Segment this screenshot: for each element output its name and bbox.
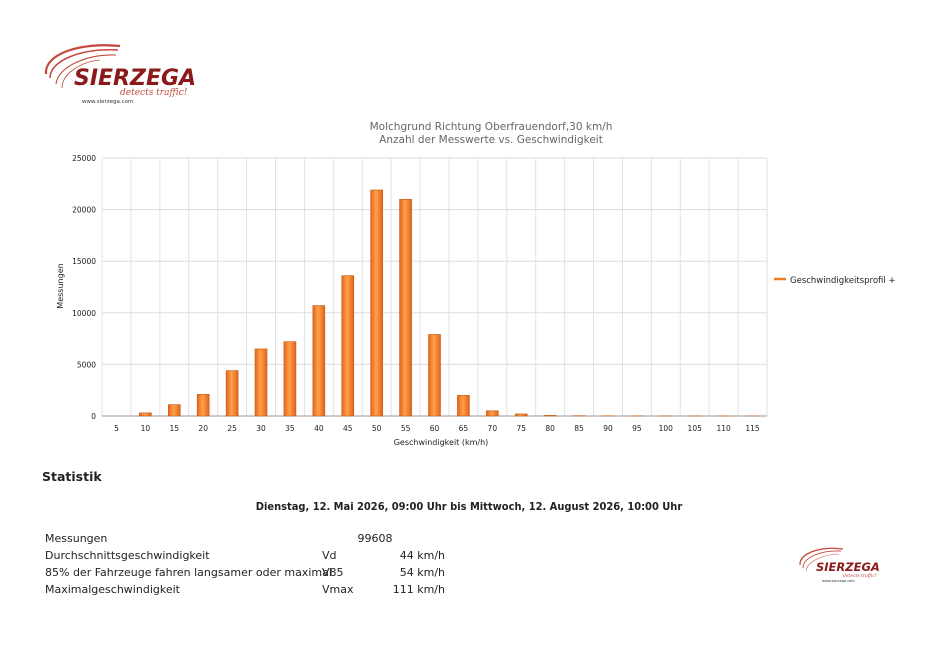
x-tick-label: 70 — [488, 424, 498, 433]
bar — [486, 410, 499, 417]
x-tick-label: 15 — [170, 424, 180, 433]
stat-value: 111 km/h — [392, 583, 445, 596]
y-tick-label: 10000 — [72, 309, 96, 318]
x-tick-label: 105 — [688, 424, 703, 433]
stat-row-vd: Durchschnittsgeschwindigkeit Vd 44 km/h — [45, 549, 445, 566]
stat-row-v85: 85% der Fahrzeuge fahren langsamer oder … — [45, 566, 445, 583]
x-tick-label: 25 — [227, 424, 237, 433]
x-tick-label: 55 — [401, 424, 411, 433]
chart-subtitle: Anzahl der Messwerte vs. Geschwindigkeit — [379, 134, 603, 146]
x-tick-label: 45 — [343, 424, 353, 433]
x-tick-label: 95 — [632, 424, 642, 433]
x-tick-label: 80 — [545, 424, 555, 433]
logo-url: www.sierzega.com — [82, 99, 133, 105]
stat-value: 99608 — [357, 532, 393, 545]
chart-title: Molchgrund Richtung Oberfrauendorf,30 km… — [370, 121, 613, 133]
stat-symbol: Vd — [322, 549, 337, 562]
stat-value: 54 km/h — [399, 566, 445, 579]
stat-label: Messungen — [45, 532, 108, 545]
stat-label: 85% der Fahrzeuge fahren langsamer oder … — [45, 566, 332, 579]
x-tick-label: 60 — [430, 424, 440, 433]
stat-value: 44 km/h — [399, 549, 445, 562]
stat-row-messungen: Messungen 99608 — [45, 532, 445, 549]
bar — [225, 370, 239, 417]
x-tick-label: 110 — [716, 424, 731, 433]
stat-symbol: Vmax — [322, 583, 354, 596]
bar — [514, 413, 528, 417]
y-tick-label: 20000 — [72, 206, 96, 215]
x-tick-label: 35 — [285, 424, 295, 433]
x-axis-label: Geschwindigkeit (km/h) — [394, 438, 489, 447]
logo-text: SIERZEGA — [816, 560, 880, 574]
bar — [254, 348, 268, 417]
logo-text: SIERZEGA — [74, 66, 196, 91]
bar — [341, 275, 355, 417]
x-tick-label: 30 — [256, 424, 266, 433]
legend[interactable]: Geschwindigkeitsprofil + — [774, 276, 896, 286]
x-tick-label: 100 — [659, 424, 674, 433]
y-tick-label: 0 — [91, 412, 96, 421]
bar — [428, 334, 441, 417]
x-tick-label: 65 — [459, 424, 469, 433]
x-tick-label: 115 — [745, 424, 760, 433]
stat-symbol: V85 — [322, 566, 344, 579]
y-tick-label: 15000 — [72, 257, 96, 266]
bar — [457, 395, 470, 417]
logo-tagline: detects traffic! — [843, 573, 877, 579]
x-tick-label: 40 — [314, 424, 324, 433]
sierzega-logo-small: SIERZEGA detects traffic! www.sierzega.c… — [799, 547, 880, 583]
bar — [196, 394, 210, 417]
bar — [543, 415, 557, 417]
stat-label: Durchschnittsgeschwindigkeit — [45, 549, 210, 562]
statistik-heading: Statistik — [42, 469, 102, 484]
x-tick-label: 5 — [114, 424, 119, 433]
y-tick-label: 5000 — [77, 360, 96, 369]
x-tick-label: 75 — [516, 424, 526, 433]
bar — [283, 341, 297, 417]
legend-label: Geschwindigkeitsprofil + — [790, 276, 896, 286]
sierzega-logo: SIERZEGA detects traffic! www.sierzega.c… — [44, 44, 196, 105]
stat-row-vmax: Maximalgeschwindigkeit Vmax 111 km/h — [45, 583, 445, 600]
logo-tagline: detects traffic! — [120, 88, 188, 98]
y-axis-label: Messungen — [56, 263, 65, 308]
x-tick-label: 85 — [574, 424, 584, 433]
stat-label: Maximalgeschwindigkeit — [45, 583, 180, 596]
bar — [312, 305, 326, 417]
x-tick-label: 10 — [141, 424, 151, 433]
x-tick-label: 20 — [198, 424, 208, 433]
y-tick-label: 25000 — [72, 154, 96, 163]
speed-histogram-chart: Molchgrund Richtung Oberfrauendorf,30 km… — [56, 121, 896, 447]
bar — [399, 198, 412, 417]
statistics-table: Messungen 99608 Durchschnittsgeschwindig… — [45, 532, 445, 600]
measurement-period: Dienstag, 12. Mai 2026, 09:00 Uhr bis Mi… — [255, 500, 683, 513]
logo-url: www.sierzega.com — [822, 579, 855, 583]
x-tick-label: 90 — [603, 424, 613, 433]
bar — [370, 189, 383, 417]
bar — [139, 412, 152, 417]
bar — [167, 404, 181, 417]
x-tick-label: 50 — [372, 424, 382, 433]
